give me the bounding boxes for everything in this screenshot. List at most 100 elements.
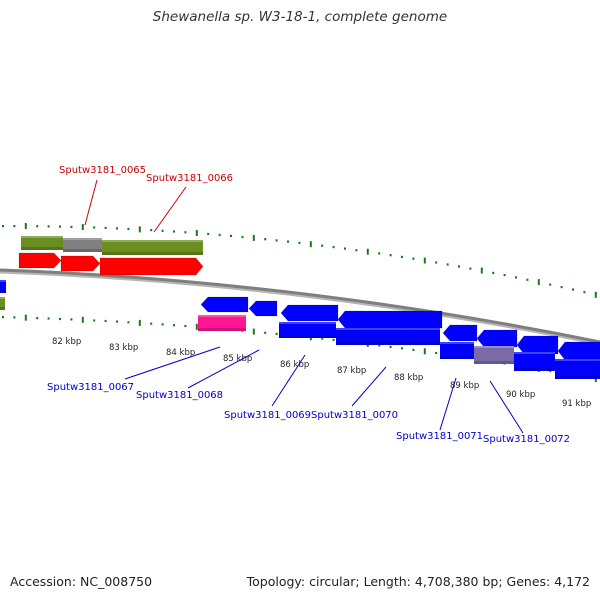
major-tick <box>423 257 426 264</box>
gene-feature-block[interactable] <box>555 359 600 379</box>
gene-label-sputw3181-0068[interactable]: Sputw3181_0068 <box>136 390 223 401</box>
minor-tick <box>13 225 16 228</box>
magenta-feature-block[interactable] <box>198 315 246 331</box>
gene-arrow-reverse[interactable] <box>200 296 249 313</box>
leader-line-0067 <box>124 346 221 380</box>
leader-line-0066 <box>153 186 187 233</box>
minor-tick <box>355 249 358 252</box>
scale-label: 87 kbp <box>337 366 366 376</box>
scale-label: 83 kbp <box>109 343 138 353</box>
major-tick <box>195 230 198 236</box>
gene-label-sputw3181-0070[interactable]: Sputw3181_0070 <box>311 410 398 421</box>
minor-tick <box>275 239 278 242</box>
minor-tick <box>503 274 506 277</box>
minor-tick <box>435 351 438 355</box>
major-tick <box>195 323 198 330</box>
gene-arrow-reverse[interactable] <box>280 304 339 322</box>
gene-arrow-forward[interactable] <box>99 257 204 276</box>
scale-label: 89 kbp <box>450 381 479 391</box>
gene-label-sputw3181-0069[interactable]: Sputw3181_0069 <box>224 410 311 421</box>
scale-label: 86 kbp <box>280 360 309 370</box>
leader-line-0068 <box>187 349 260 389</box>
gene-arrow-reverse[interactable] <box>442 324 478 342</box>
gene-feature-block[interactable] <box>440 342 474 359</box>
minor-tick <box>230 234 232 237</box>
minor-tick <box>264 238 267 241</box>
major-tick <box>138 226 141 233</box>
minor-tick <box>435 261 438 264</box>
minor-tick <box>401 347 403 350</box>
minor-tick <box>492 271 495 274</box>
shaded-feature-block[interactable] <box>474 346 514 364</box>
minor-tick <box>332 338 335 341</box>
minor-tick <box>572 288 574 291</box>
gene-arrow-reverse[interactable] <box>248 300 278 317</box>
scale-label: 91 kbp <box>562 399 591 409</box>
gene-feature-block[interactable] <box>336 328 440 345</box>
gene-arrow-forward[interactable] <box>18 252 62 269</box>
misc-feature-block[interactable] <box>63 238 102 252</box>
gene-arrow-reverse[interactable] <box>516 335 559 355</box>
minor-tick <box>47 317 50 320</box>
minor-tick <box>560 286 563 289</box>
minor-tick <box>173 230 175 233</box>
minor-tick <box>59 225 61 228</box>
gene-arrow-reverse[interactable] <box>0 280 6 293</box>
genome-backbone <box>0 268 600 344</box>
major-tick <box>309 241 312 248</box>
cds-feature-block[interactable] <box>102 240 203 255</box>
minor-tick <box>127 321 130 324</box>
minor-tick <box>241 235 244 239</box>
major-tick <box>366 248 369 255</box>
cds-feature-block[interactable] <box>21 236 63 250</box>
minor-tick <box>458 265 460 268</box>
major-tick <box>594 291 597 298</box>
cds-feature-block[interactable] <box>0 297 5 310</box>
minor-tick <box>116 227 118 230</box>
gene-arrow-reverse[interactable] <box>476 329 518 348</box>
minor-tick <box>389 345 392 348</box>
minor-tick <box>93 226 96 229</box>
gene-feature-block[interactable] <box>279 322 336 338</box>
gene-label-sputw3181-0072[interactable]: Sputw3181_0072 <box>483 434 570 445</box>
scale-label: 84 kbp <box>166 348 195 358</box>
minor-tick <box>412 257 415 260</box>
leader-line-0069 <box>271 354 306 407</box>
major-tick <box>138 319 141 326</box>
major-tick <box>81 316 84 323</box>
minor-tick <box>515 276 517 279</box>
minor-tick <box>287 240 289 243</box>
minor-tick <box>184 231 187 234</box>
gene-feature-block[interactable] <box>514 352 555 371</box>
minor-tick <box>161 229 164 232</box>
minor-tick <box>298 241 301 244</box>
gene-arrow-reverse[interactable] <box>557 341 600 361</box>
minor-tick <box>36 225 39 228</box>
major-tick <box>252 234 255 241</box>
minor-tick <box>173 324 175 327</box>
major-tick <box>423 348 426 355</box>
minor-tick <box>127 227 130 230</box>
minor-tick <box>2 316 4 319</box>
minor-tick <box>13 316 16 319</box>
accession-label: Accession: NC_008750 <box>10 574 153 589</box>
minor-tick <box>412 348 415 351</box>
minor-tick <box>104 319 107 323</box>
gene-arrow-forward[interactable] <box>60 255 101 272</box>
minor-tick <box>104 226 107 229</box>
gene-label-sputw3181-0067[interactable]: Sputw3181_0067 <box>47 382 134 393</box>
leader-line-0072 <box>489 380 524 434</box>
upper-tick-track <box>2 223 597 298</box>
scale-label: 90 kbp <box>506 390 535 400</box>
gene-label-sputw3181-0066[interactable]: Sputw3181_0066 <box>146 173 233 184</box>
gene-label-sputw3181-0071[interactable]: Sputw3181_0071 <box>396 431 483 442</box>
gene-label-sputw3181-0065[interactable]: Sputw3181_0065 <box>59 165 146 176</box>
gene-arrow-reverse[interactable] <box>337 310 443 329</box>
minor-tick <box>70 225 73 228</box>
minor-tick <box>344 247 346 250</box>
minor-tick <box>469 267 472 270</box>
minor-tick <box>401 255 403 258</box>
minor-tick <box>446 263 449 266</box>
minor-tick <box>389 254 392 257</box>
